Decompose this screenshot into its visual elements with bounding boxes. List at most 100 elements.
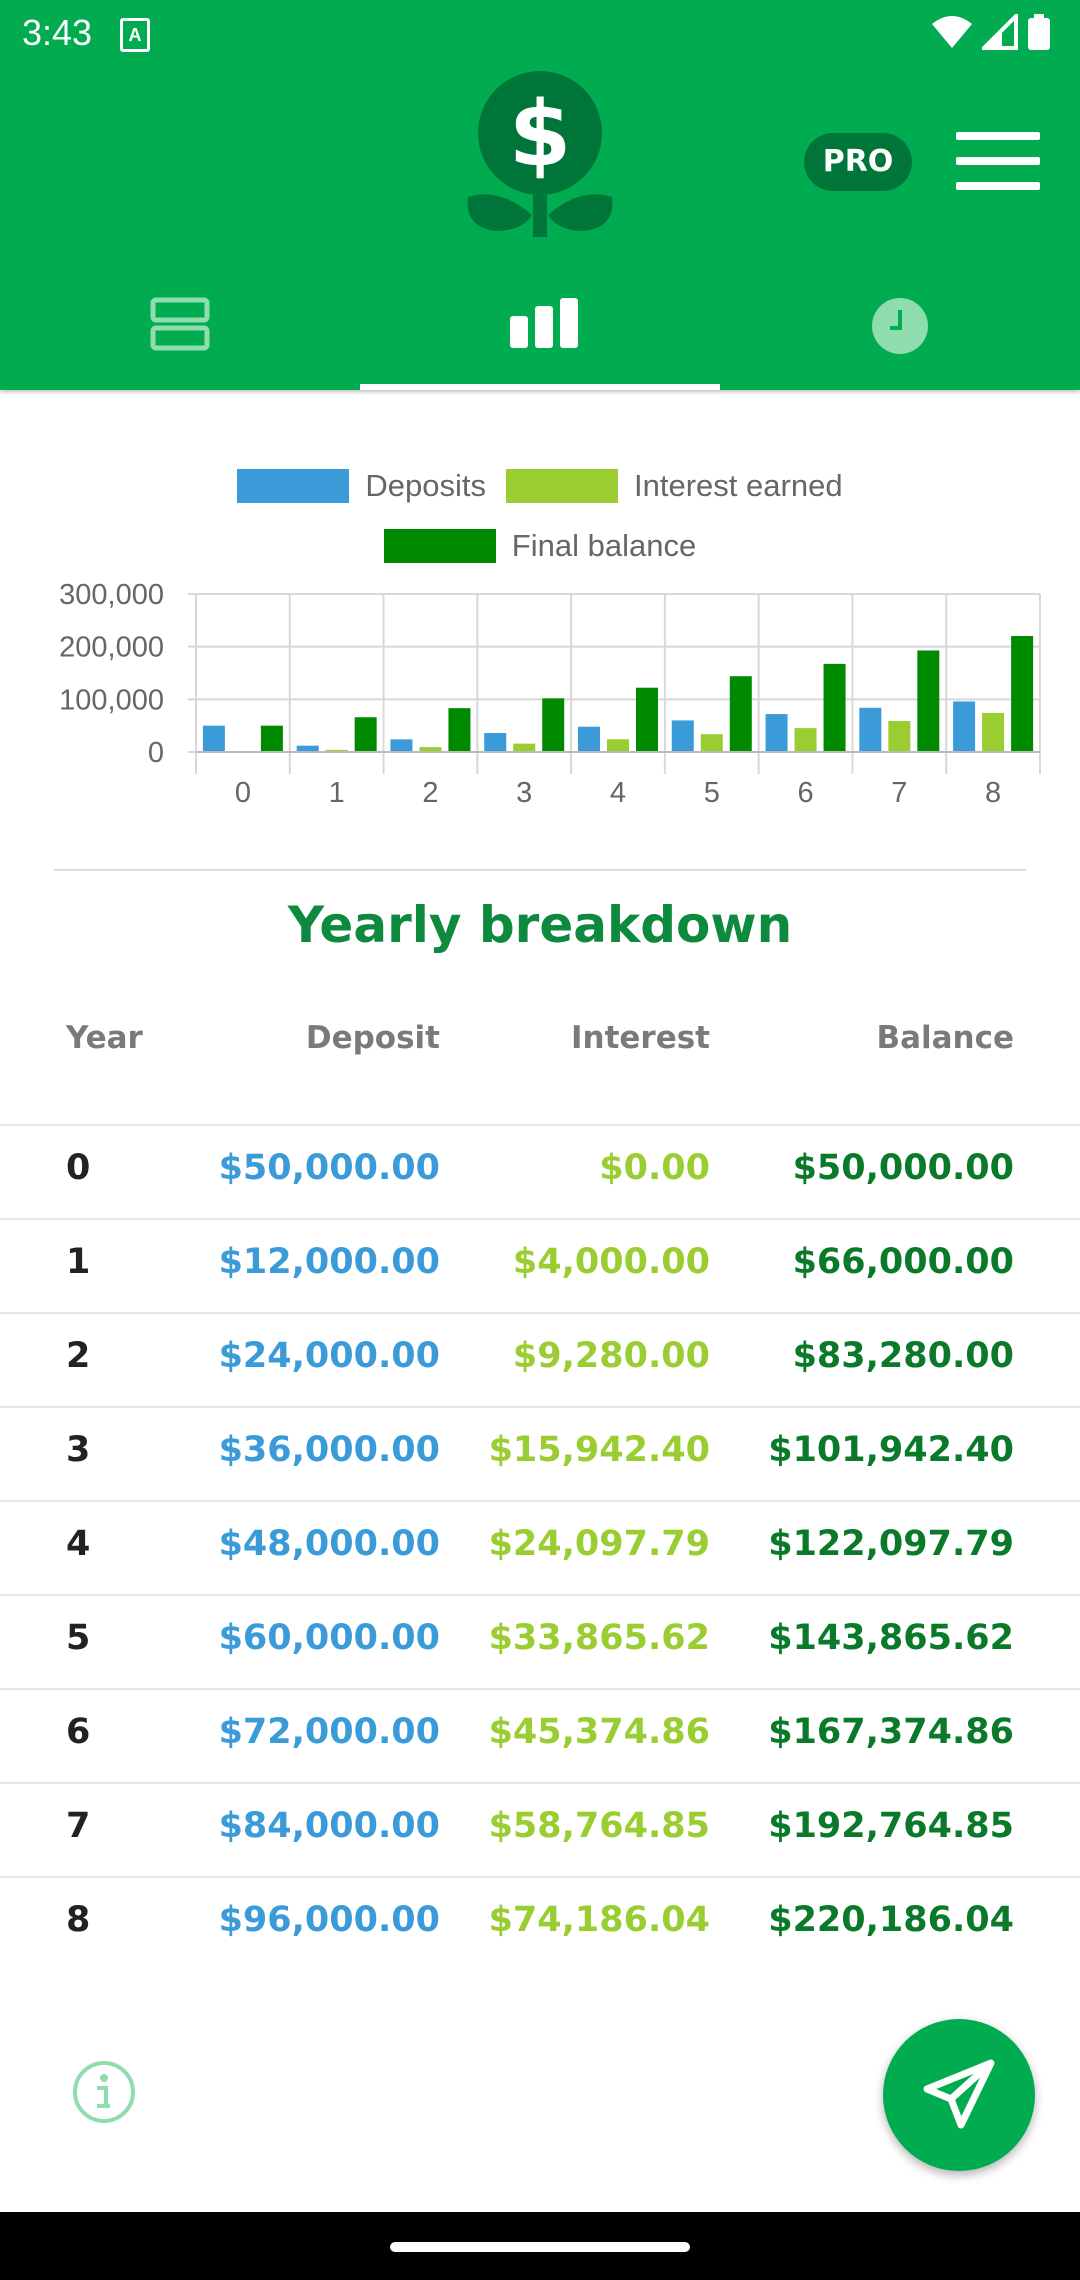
table-row: 5 $60,000.00 $33,865.62 $143,865.62 (0, 1596, 1080, 1690)
legend-label-deposits: Deposits (365, 468, 487, 503)
home-handle[interactable] (390, 2242, 690, 2252)
x-tick-label: 1 (329, 777, 345, 809)
bar-interest (794, 728, 817, 752)
tab-history[interactable] (720, 270, 1080, 390)
cell-balance: $122,097.79 (768, 1524, 1014, 1564)
x-tick-label: 7 (891, 777, 907, 809)
bar-deposits (765, 714, 788, 752)
cell-interest: $24,097.79 (488, 1524, 710, 1564)
x-tick-label: 4 (610, 777, 626, 809)
legend-label-balance: Final balance (511, 528, 697, 563)
clock-icon (872, 298, 928, 354)
bar-deposits (390, 739, 413, 752)
tab-chart[interactable] (360, 270, 720, 390)
info-icon[interactable] (72, 2060, 136, 2124)
cell-balance: $167,374.86 (768, 1712, 1014, 1752)
cell-deposit: $60,000.00 (218, 1618, 440, 1658)
send-icon (923, 2059, 995, 2129)
bar-deposits (859, 707, 882, 752)
tab-bar (0, 270, 1080, 390)
bar-deposits (202, 725, 225, 752)
legend-item-interest: Interest earned (506, 468, 843, 504)
cell-deposit: $48,000.00 (218, 1524, 440, 1564)
bar-balance (448, 708, 471, 752)
active-tab-indicator (360, 384, 720, 390)
bar-deposits (578, 726, 600, 752)
cell-interest: $0.00 (599, 1148, 710, 1188)
bar-interest (325, 749, 348, 752)
legend-swatch-interest (506, 469, 619, 503)
cell-balance: $143,865.62 (768, 1618, 1014, 1658)
x-tick-label: 5 (704, 777, 720, 809)
x-tick-label: 6 (797, 777, 813, 809)
legend-swatch-balance (383, 529, 496, 563)
cell-deposit: $72,000.00 (218, 1712, 440, 1752)
notification-icon: A (120, 18, 150, 52)
legend-swatch-deposits (237, 469, 350, 503)
cell-year: 0 (66, 1148, 91, 1188)
cell-year: 3 (66, 1430, 91, 1470)
status-bar: 3:43 A (0, 0, 1080, 66)
bar-deposits (671, 720, 694, 752)
cell-interest: $45,374.86 (488, 1712, 710, 1752)
tab-list[interactable] (0, 270, 360, 390)
bar-deposits (953, 701, 976, 752)
bar-deposits (296, 745, 319, 752)
table-row: 7 $84,000.00 $58,764.85 $192,764.85 (0, 1784, 1080, 1878)
table-row: 2 $24,000.00 $9,280.00 $83,280.00 (0, 1314, 1080, 1408)
breakdown-table: 0 $50,000.00 $0.00 $50,000.00 1 $12,000.00 $4,… (0, 1126, 1080, 1970)
cell-interest: $15,942.40 (488, 1430, 710, 1470)
cell-interest: $58,764.85 (488, 1806, 710, 1846)
cell-interest: $9,280.00 (512, 1336, 710, 1376)
table-row: 4 $48,000.00 $24,097.79 $122,097.79 (0, 1502, 1080, 1596)
cell-year: 7 (66, 1806, 91, 1846)
section-title: Yearly breakdown (287, 896, 793, 954)
y-tick-label: 200,000 (59, 632, 164, 664)
cell-year: 6 (66, 1712, 91, 1752)
svg-text:$: $ (509, 82, 572, 187)
app-bar: 3:43 A $ PRO (0, 0, 1080, 390)
table-row: 0 $50,000.00 $0.00 $50,000.00 (0, 1126, 1080, 1220)
cell-year: 8 (66, 1900, 91, 1940)
bar-interest (513, 743, 536, 752)
bar-balance (823, 663, 846, 752)
table-row: 6 $72,000.00 $45,374.86 $167,374.86 (0, 1690, 1080, 1784)
table-row: 1 $12,000.00 $4,000.00 $66,000.00 (0, 1220, 1080, 1314)
cell-balance: $83,280.00 (792, 1336, 1014, 1376)
y-tick-label: 300,000 (59, 579, 164, 611)
cell-balance: $220,186.04 (768, 1900, 1014, 1940)
bar-balance (917, 650, 940, 752)
x-tick-label: 2 (422, 777, 438, 809)
section-divider (54, 869, 1026, 871)
bar-interest (607, 739, 629, 752)
x-tick-label: 3 (516, 777, 532, 809)
bar-balance (1011, 636, 1034, 752)
cell-year: 5 (66, 1618, 91, 1658)
pro-badge[interactable]: PRO (804, 133, 912, 191)
cell-deposit: $50,000.00 (218, 1148, 440, 1188)
bar-balance (729, 676, 752, 752)
status-time: 3:43 (22, 12, 93, 53)
menu-icon[interactable] (956, 132, 1042, 190)
header-year: Year (66, 1020, 143, 1056)
system-nav-bar (0, 2212, 1080, 2280)
bar-deposits (484, 733, 507, 752)
legend-item-balance: Final balance (383, 528, 697, 564)
battery-icon (1028, 14, 1050, 50)
table-row: 8 $96,000.00 $74,186.04 $220,186.04 (0, 1878, 1080, 1970)
x-tick-label: 0 (235, 777, 251, 809)
y-tick-label: 100,000 (59, 684, 164, 716)
bar-balance (260, 725, 283, 752)
cell-balance: $66,000.00 (792, 1242, 1014, 1282)
cell-year: 1 (66, 1242, 91, 1282)
table-header: Year Deposit Interest Balance (0, 1020, 1080, 1080)
bar-balance (542, 698, 565, 752)
cell-deposit: $12,000.00 (218, 1242, 440, 1282)
status-icons (932, 14, 1050, 50)
send-button[interactable] (883, 2019, 1035, 2171)
header-deposit: Deposit (305, 1020, 440, 1056)
wifi-icon (932, 16, 972, 48)
bar-interest (982, 712, 1005, 752)
header-balance: Balance (876, 1020, 1014, 1056)
legend-label-interest: Interest earned (634, 468, 843, 503)
